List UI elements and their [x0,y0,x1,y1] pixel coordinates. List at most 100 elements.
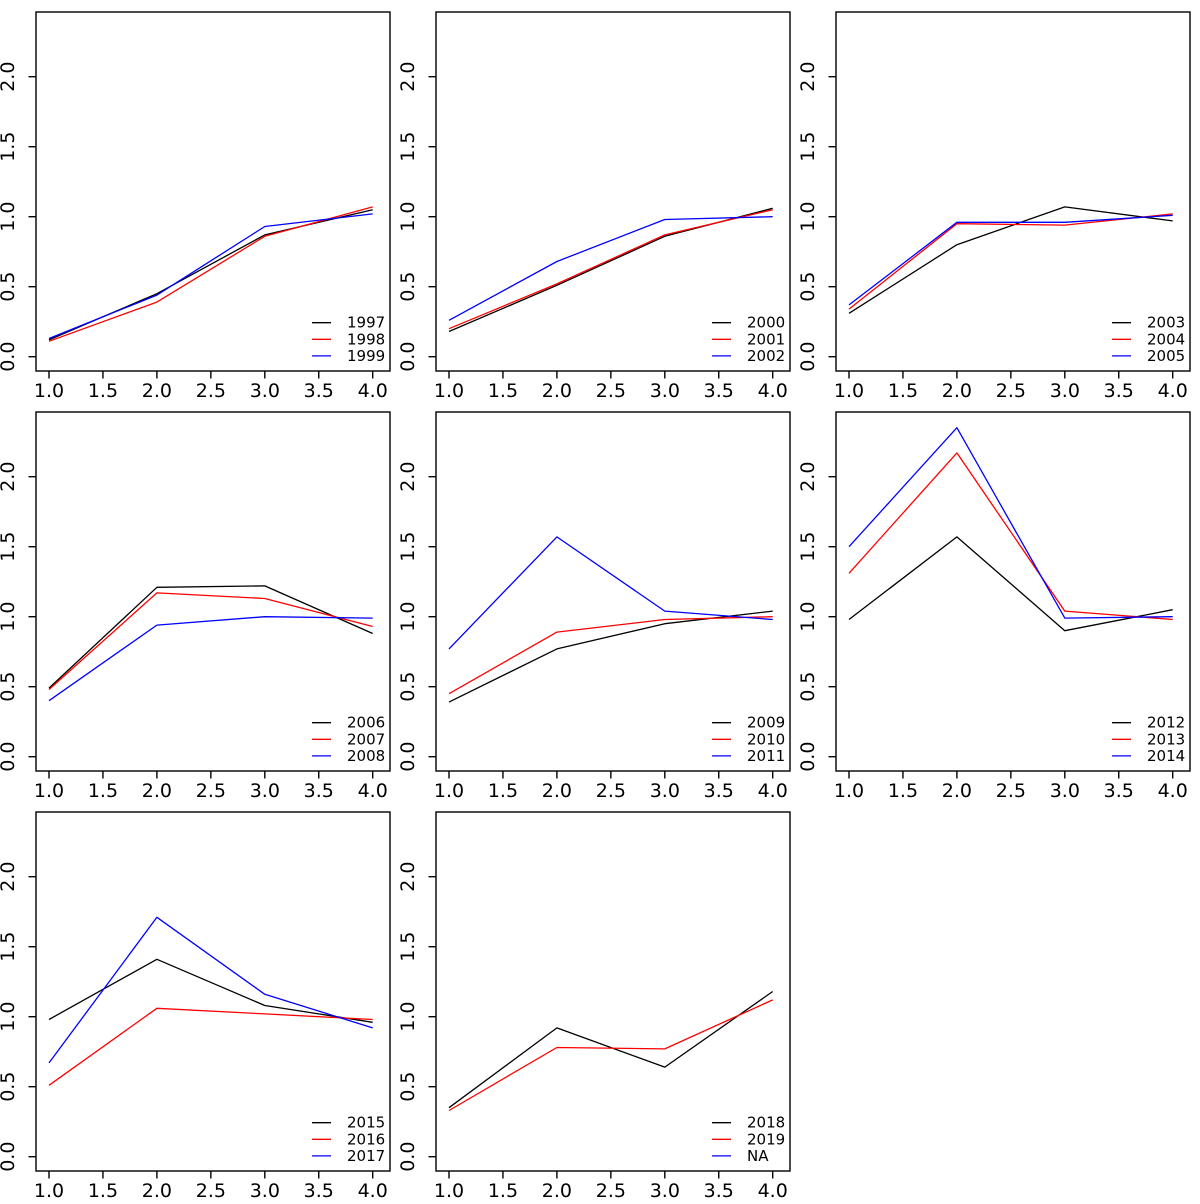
line-chart-1997-1999: 1.0 1.5 2.0 2.5 3.0 3.5 4.0 0.0 0.5 1.0 1.5 2.0 1997… [0,11,391,402]
legend-label-2012: 2012 [1147,714,1185,732]
x-axis-tick-label: 1.5 [488,1180,518,1200]
x-axis-tick-label: 3.0 [650,380,680,400]
plot-box [435,11,791,372]
legend-label-2017: 2017 [347,1147,385,1165]
x-axis-tick-label: 2.0 [942,380,972,400]
series-line-1999 [48,213,373,340]
y-axis-tick-label: 0.0 [400,342,419,372]
subplot-2015-2017: 1.0 1.5 2.0 2.5 3.0 3.5 4.0 0.0 0.5 1.0 1.5 2.0 2015… [0,800,400,1202]
x-axis-tick-label: 2.5 [596,780,626,800]
legend-label-2013: 2013 [1147,730,1185,748]
legend-label-1998: 1998 [347,330,385,348]
series-line-1997 [48,209,373,341]
x-axis-tick-label: 1.5 [88,1180,118,1200]
x-axis-tick-label: 4.0 [758,1180,788,1200]
plot-box [835,11,1191,372]
series-line-2019 [448,999,773,1112]
x-axis-tick-label: 4.0 [1158,380,1188,400]
legend-label-2011: 2011 [747,747,785,765]
series-line-2017 [48,916,373,1064]
x-axis-tick-label: 1.0 [34,1180,64,1200]
line-chart-2012-2014: 1.0 1.5 2.0 2.5 3.0 3.5 4.0 0.0 0.5 1.0 1.5 2.0 2012… [797,411,1191,802]
x-axis-tick-label: 2.5 [196,780,226,800]
legend-label-NA: NA [747,1147,769,1165]
line-chart-2006-2008: 1.0 1.5 2.0 2.5 3.0 3.5 4.0 0.0 0.5 1.0 1.5 2.0 2006… [0,411,391,802]
x-axis-tick-label: 2.0 [542,780,572,800]
x-axis-tick-label: 1.5 [88,380,118,400]
line-chart-2015-2017: 1.0 1.5 2.0 2.5 3.0 3.5 4.0 0.0 0.5 1.0 1.5 2.0 2015… [0,811,391,1202]
y-axis-tick-label: 0.5 [0,1072,19,1102]
subplot-2012-2014: 1.0 1.5 2.0 2.5 3.0 3.5 4.0 0.0 0.5 1.0 1.5 2.0 2012… [797,400,1200,802]
x-axis-tick-label: 2.0 [542,380,572,400]
x-axis-tick-label: 2.5 [596,380,626,400]
y-axis-tick-label: 0.0 [400,742,419,772]
subplot-empty [800,800,1200,1200]
subplot-2006-2008: 1.0 1.5 2.0 2.5 3.0 3.5 4.0 0.0 0.5 1.0 1.5 2.0 2006… [0,400,400,802]
subplot-2003-2005: 1.0 1.5 2.0 2.5 3.0 3.5 4.0 0.0 0.5 1.0 1.5 2.0 2003… [797,0,1200,402]
legend-label-2014: 2014 [1147,747,1185,765]
y-axis-tick-label: 0.0 [0,1142,19,1172]
series-line-2002 [448,216,773,321]
series-line-1998 [48,206,373,342]
subplot-2009-2011: 1.0 1.5 2.0 2.5 3.0 3.5 4.0 0.0 0.5 1.0 1.5 2.0 2009… [397,400,800,802]
x-axis-tick-label: 3.0 [650,780,680,800]
x-axis-tick-label: 3.5 [704,780,734,800]
x-axis-tick-label: 3.5 [704,380,734,400]
y-axis-tick-label: 0.0 [0,742,19,772]
legend-label-2000: 2000 [747,314,785,332]
x-axis-tick-label: 1.5 [888,380,918,400]
series-line-2004 [848,213,1173,310]
x-axis-tick-label: 4.0 [358,1180,388,1200]
series-line-2006 [48,585,373,689]
y-axis-tick-label: 1.5 [800,532,819,562]
x-axis-tick-label: 4.0 [758,380,788,400]
y-axis-tick-label: 2.0 [0,862,19,892]
series-line-2003 [848,206,1173,314]
y-axis-tick-label: 1.0 [0,1002,19,1032]
x-axis-tick-label: 2.5 [196,1180,226,1200]
x-axis-tick-label: 3.0 [250,380,280,400]
legend-label-2001: 2001 [747,330,785,348]
y-axis-tick-label: 0.5 [400,672,419,702]
legend-label-2006: 2006 [347,714,385,732]
legend-label-2007: 2007 [347,730,385,748]
y-axis-tick-label: 0.5 [0,272,19,302]
plot-box [435,811,791,1172]
x-axis-tick-label: 2.0 [142,780,172,800]
x-axis-tick-label: 1.5 [488,380,518,400]
line-chart-2018-NA: 1.0 1.5 2.0 2.5 3.0 3.5 4.0 0.0 0.5 1.0 1.5 2.0 2018… [397,811,791,1202]
x-axis-tick-label: 3.5 [304,1180,334,1200]
x-axis-tick-label: 1.0 [34,780,64,800]
series-line-2014 [848,427,1173,619]
y-axis-tick-label: 0.5 [400,272,419,302]
plot-box [35,11,391,372]
subplot-2018-2019: 1.0 1.5 2.0 2.5 3.0 3.5 4.0 0.0 0.5 1.0 1.5 2.0 2018… [397,800,800,1202]
line-chart-2000-2002: 1.0 1.5 2.0 2.5 3.0 3.5 4.0 0.0 0.5 1.0 1.5 2.0 2000… [397,11,791,402]
legend-label-2009: 2009 [747,714,785,732]
x-axis-tick-label: 3.5 [1104,780,1134,800]
x-axis-tick-label: 3.0 [1050,780,1080,800]
y-axis-tick-label: 0.0 [800,342,819,372]
y-axis-tick-label: 1.0 [0,202,19,232]
series-line-2013 [848,452,1173,621]
y-axis-tick-label: 2.0 [800,62,819,92]
series-line-2012 [848,536,1173,632]
y-axis-tick-label: 1.5 [0,932,19,962]
legend-label-1999: 1999 [347,347,385,365]
series-line-2010 [448,616,773,695]
x-axis-tick-label: 4.0 [358,780,388,800]
legend-label-2003: 2003 [1147,314,1185,332]
legend-label-2015: 2015 [347,1114,385,1132]
y-axis-tick-label: 0.0 [0,342,19,372]
x-axis-tick-label: 4.0 [358,380,388,400]
y-axis-tick-label: 1.0 [400,602,419,632]
series-line-2016 [48,1007,373,1086]
x-axis-tick-label: 1.0 [834,380,864,400]
x-axis-tick-label: 1.0 [434,1180,464,1200]
y-axis-tick-label: 0.5 [400,1072,419,1102]
x-axis-tick-label: 3.5 [304,380,334,400]
y-axis-tick-label: 2.0 [0,62,19,92]
series-line-2009 [448,610,773,703]
y-axis-tick-label: 0.0 [800,742,819,772]
